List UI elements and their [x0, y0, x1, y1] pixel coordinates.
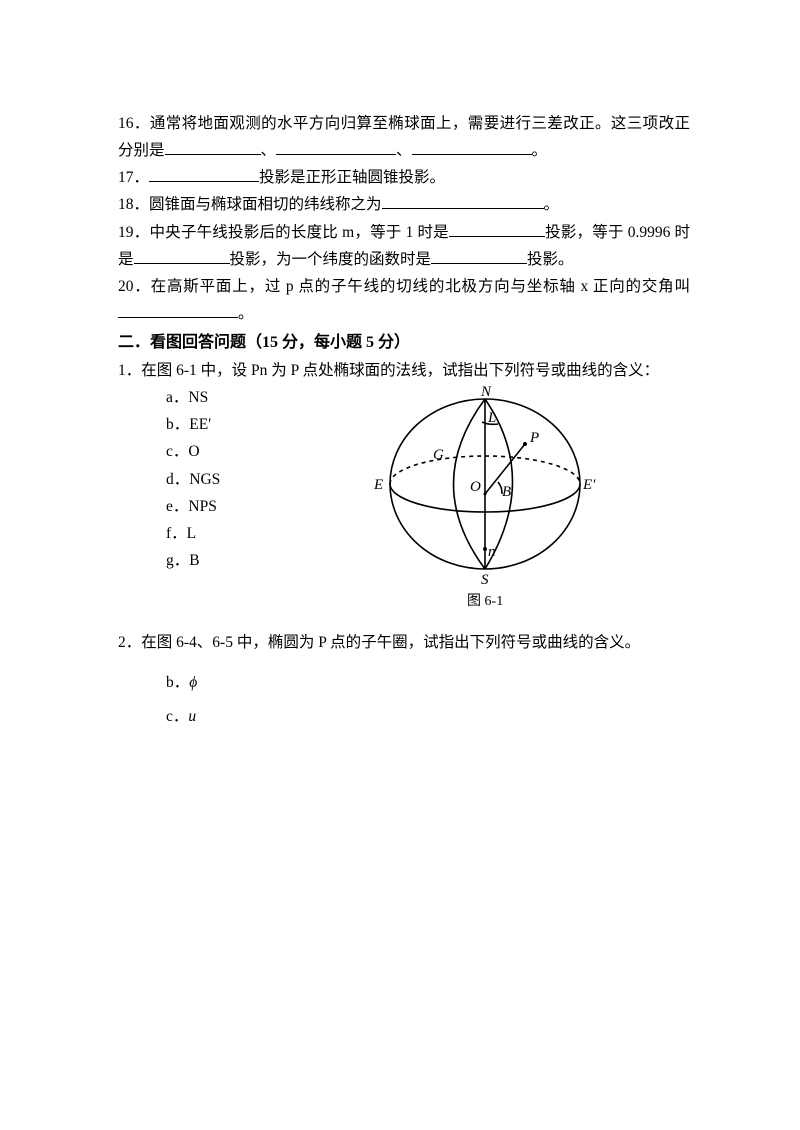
- q19-blank-3[interactable]: [431, 247, 527, 264]
- section-2-heading: 二．看图回答问题（15 分，每小题 5 分）: [118, 329, 690, 357]
- question-2-1: 1．在图 6-1 中，设 Pn 为 P 点处椭球面的法线，试指出下列符号或曲线的…: [118, 357, 690, 384]
- label-B: B: [502, 484, 511, 500]
- q17-tail: 投影是正形正轴圆锥投影。: [259, 169, 445, 186]
- question-18: 18．圆锥面与椭球面相切的纬线称之为 。: [118, 191, 690, 218]
- q18-blank[interactable]: [382, 192, 544, 209]
- label-N: N: [480, 384, 492, 400]
- q19-num: 19．: [118, 224, 149, 241]
- q2-2-item-c-label: c．: [166, 708, 188, 725]
- q18-num: 18．: [118, 196, 149, 213]
- q16-sep2: 、: [396, 142, 412, 159]
- question-2-2: 2．在图 6-4、6-5 中，椭圆为 P 点的子午圈，试指出下列符号或曲线的含义…: [118, 629, 690, 656]
- q19-t1: 中央子午线投影后的长度比 m，等于 1 时是: [149, 224, 448, 241]
- q2-1-item-f: f．L: [166, 520, 220, 547]
- q2-2-text: 在图 6-4、6-5 中，椭圆为 P 点的子午圈，试指出下列符号或曲线的含义。: [141, 634, 640, 651]
- label-S: S: [481, 572, 489, 584]
- q17-num: 17．: [118, 169, 149, 186]
- q16-blank-1[interactable]: [165, 138, 261, 155]
- label-O: O: [470, 479, 481, 495]
- q17-blank[interactable]: [149, 165, 259, 182]
- q2-1-item-b: b．EE′: [166, 411, 220, 438]
- q16-blank-2[interactable]: [276, 138, 396, 155]
- q19-blank-1[interactable]: [449, 219, 545, 236]
- question-17: 17． 投影是正形正轴圆锥投影。: [118, 164, 690, 191]
- q2-1-item-c: c．O: [166, 438, 220, 465]
- q2-2-item-c: c．u: [166, 700, 690, 734]
- q2-2-item-b-label: b．: [166, 674, 189, 691]
- q2-1-item-e: e．NPS: [166, 493, 220, 520]
- q16-tail: 。: [532, 142, 548, 159]
- q2-1-body: a．NS b．EE′ c．O d．NGS e．NPS f．L g．B: [118, 384, 690, 615]
- q2-1-num: 1．: [118, 362, 141, 379]
- q16-blank-3[interactable]: [412, 138, 532, 155]
- q19-blank-2[interactable]: [134, 247, 230, 264]
- phi-symbol: ϕ: [189, 674, 197, 691]
- question-20: 20．在高斯平面上，过 p 点的子午线的切线的北极方向与坐标轴 x 正向的交角叫…: [118, 273, 690, 327]
- q2-1-item-list: a．NS b．EE′ c．O d．NGS e．NPS f．L g．B: [118, 384, 220, 574]
- label-P: P: [529, 430, 539, 446]
- q20-t1: 在高斯平面上，过 p 点的子午线的切线的北极方向与坐标轴 x 正向的交角叫: [151, 278, 690, 295]
- question-19: 19．中央子午线投影后的长度比 m，等于 1 时是投影，等于 0.9996 时是…: [118, 219, 690, 273]
- q18-text1: 圆锥面与椭球面相切的纬线称之为: [149, 196, 382, 213]
- q19-t3: 投影，为一个纬度的函数时是: [230, 251, 432, 268]
- q2-1-item-g: g．B: [166, 547, 220, 574]
- q2-2-num: 2．: [118, 634, 141, 651]
- figure-6-1-caption: 图 6-1: [280, 590, 690, 615]
- label-L: L: [487, 410, 496, 426]
- q19-tail: 投影。: [527, 251, 574, 268]
- q2-2-item-b: b．ϕ: [166, 666, 690, 700]
- sphere-diagram-icon: N S E E′ O G L P B n: [370, 384, 600, 584]
- q16-num: 16．: [118, 115, 150, 132]
- label-G: G: [433, 447, 444, 463]
- question-16: 16．通常将地面观测的水平方向归算至椭球面上，需要进行三差改正。这三项改正分别是…: [118, 110, 690, 164]
- spacer: [118, 615, 690, 629]
- q20-blank[interactable]: [118, 301, 238, 318]
- figure-6-1: N S E E′ O G L P B n 图 6-1: [220, 384, 690, 615]
- label-E: E: [373, 477, 383, 493]
- q18-tail: 。: [544, 196, 560, 213]
- q16-sep1: 、: [261, 142, 277, 159]
- label-Ep: E′: [582, 477, 596, 493]
- q20-tail: 。: [238, 305, 254, 322]
- section-2-heading-text: 二．看图回答问题（15 分，每小题 5 分）: [118, 334, 410, 351]
- label-n: n: [488, 544, 496, 560]
- q2-1-item-d: d．NGS: [166, 466, 220, 493]
- q20-num: 20．: [118, 278, 151, 295]
- q2-1-text: 在图 6-1 中，设 Pn 为 P 点处椭球面的法线，试指出下列符号或曲线的含义…: [141, 362, 659, 379]
- q2-1-item-a: a．NS: [166, 384, 220, 411]
- u-symbol: u: [188, 708, 196, 725]
- q2-2-item-list: b．ϕ c．u: [118, 666, 690, 734]
